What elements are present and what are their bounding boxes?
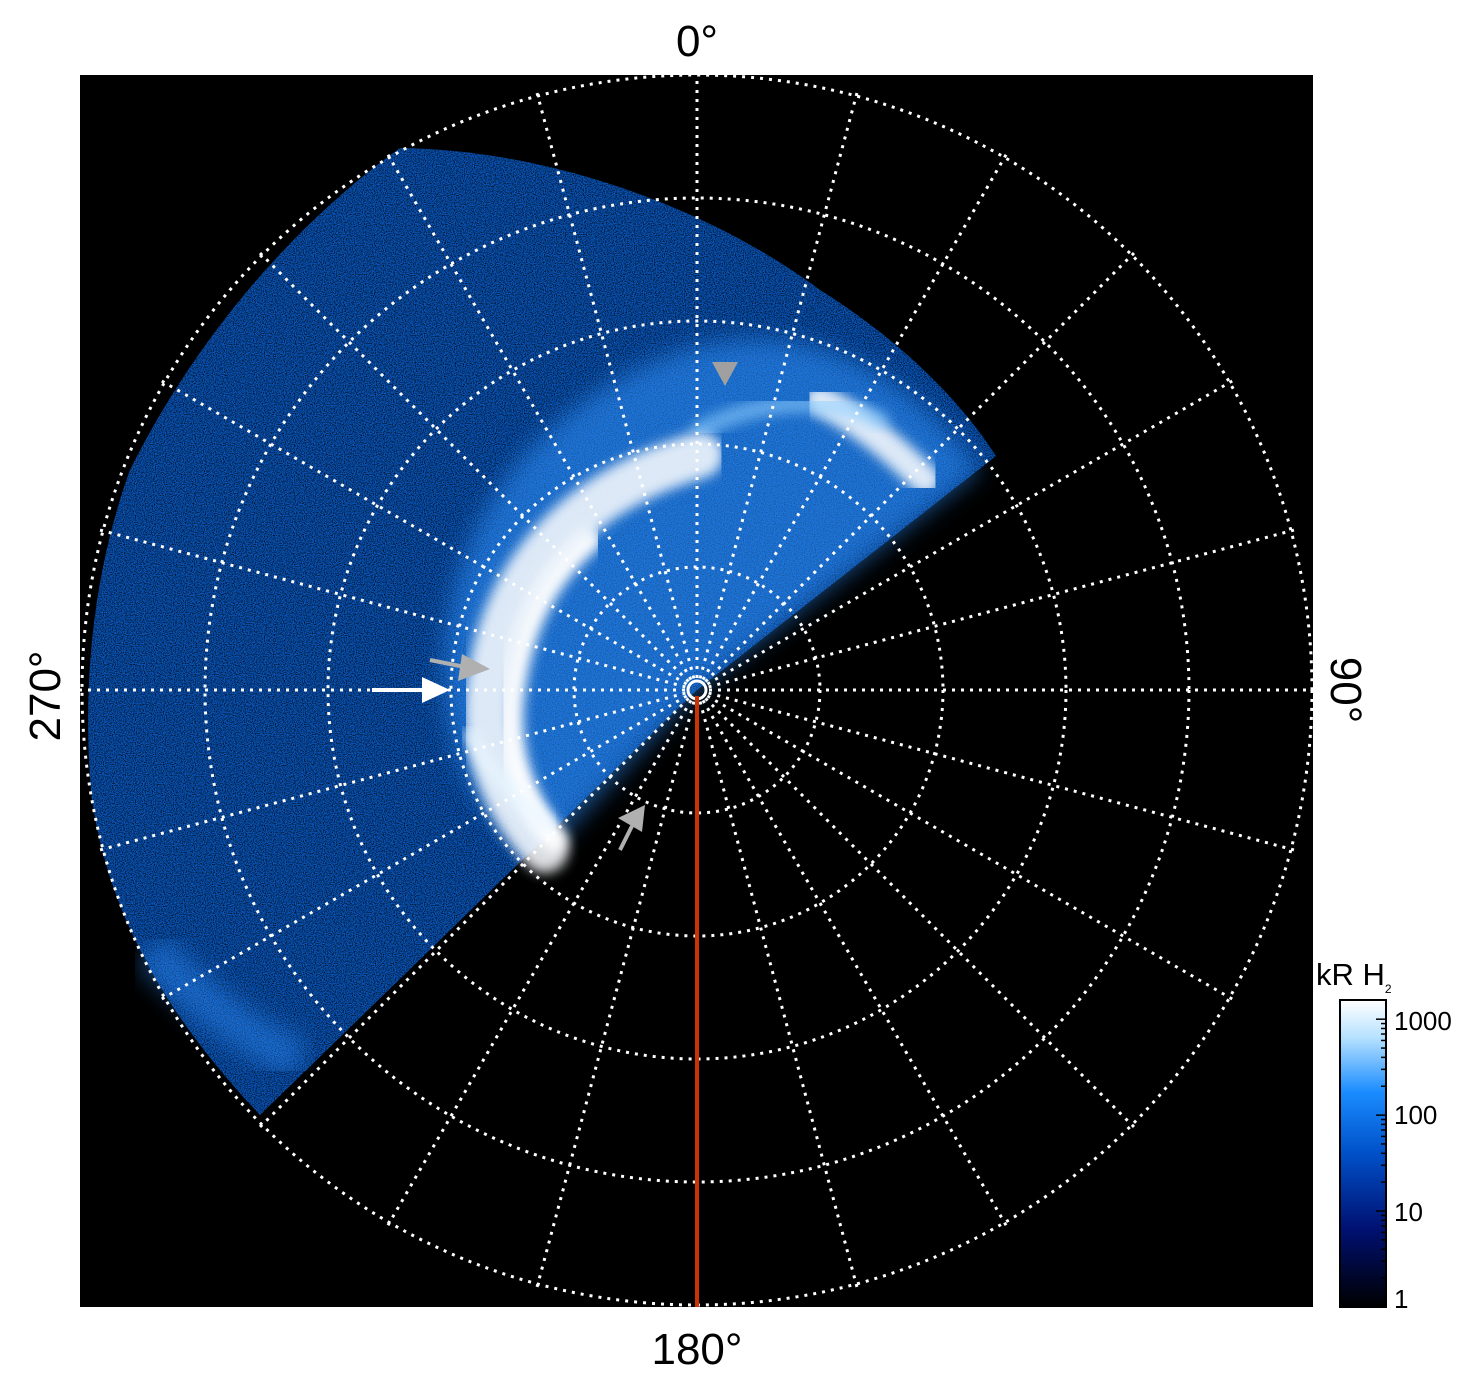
- longitude-spoke: [159, 694, 688, 1002]
- auroral-emission-image: [88, 148, 996, 1115]
- longitude-spoke: [257, 697, 690, 1130]
- longitude-spoke: [708, 691, 1297, 852]
- longitude-spoke: [535, 90, 696, 679]
- outer-diffuse-band: [135, 935, 308, 1079]
- longitude-spoke: [97, 528, 686, 689]
- longitude-spoke: [704, 250, 1137, 683]
- emission-inner-region: [444, 338, 980, 861]
- secondary-arc-lower: [463, 728, 555, 832]
- dawn-arc: [691, 394, 889, 439]
- gray-arrow-top: [712, 362, 738, 386]
- longitude-spoke: [706, 378, 1235, 686]
- longitude-spoke: [159, 378, 688, 686]
- longitude-spoke: [701, 152, 1009, 681]
- polar-grid: [80, 75, 1313, 1307]
- angle-label-left: 270°: [21, 650, 70, 741]
- colorbar-tick-label: 1000: [1394, 1006, 1452, 1036]
- longitude-spoke: [97, 691, 686, 852]
- colorbar-title: kR H2: [1316, 957, 1392, 996]
- gray-arrow-lower: [618, 805, 645, 851]
- longitude-spoke: [698, 90, 859, 679]
- angle-label-right: 90°: [1321, 657, 1370, 724]
- annotation-arrows: [372, 362, 738, 851]
- white-arrow-left: [372, 677, 450, 703]
- colorbar: kR H2 1000 100 10 1: [1316, 957, 1452, 1314]
- longitude-spoke: [704, 697, 1137, 1130]
- colorbar-ticks: [1376, 1018, 1386, 1308]
- longitude-spoke: [385, 152, 693, 681]
- colorbar-title-subscript: 2: [1385, 982, 1392, 996]
- main-auroral-oval-core: [499, 528, 602, 852]
- longitude-spoke: [535, 701, 696, 1290]
- longitude-spoke: [698, 701, 859, 1290]
- longitude-spoke: [385, 699, 693, 1228]
- longitude-spoke: [701, 699, 1009, 1228]
- longitude-spoke: [706, 694, 1235, 1002]
- colorbar-title-main: kR H: [1316, 957, 1385, 992]
- colorbar-gradient: [1339, 999, 1387, 1308]
- angle-label-bottom: 180°: [651, 1325, 742, 1374]
- angle-label-top: 0°: [676, 17, 718, 66]
- longitude-spoke: [708, 528, 1297, 689]
- longitude-spokes: [80, 75, 1313, 1307]
- gray-arrow-left-upper: [429, 654, 490, 681]
- latitude-circle: [326, 319, 1068, 1061]
- colorbar-tick-label: 100: [1394, 1100, 1437, 1130]
- longitude-spoke: [257, 250, 690, 683]
- colorbar-tick-label: 10: [1394, 1197, 1423, 1227]
- colorbar-tick-label: 1: [1394, 1284, 1408, 1314]
